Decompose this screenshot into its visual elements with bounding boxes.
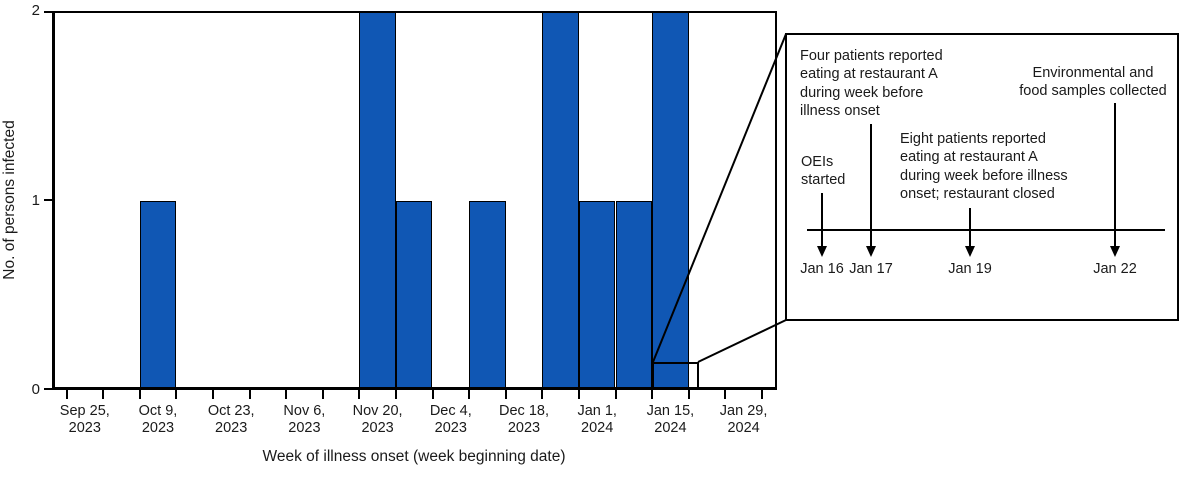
event-arrowhead-jan17 [866,246,876,257]
event-arrowhead-jan19 [965,246,975,257]
x-tick [760,390,763,399]
y-tick-label: 0 [31,381,40,398]
x-tick [431,390,434,399]
x-tick [541,390,544,399]
bar-week-dec-11-2023 [469,200,506,390]
x-tick [651,390,654,399]
x-tick-label: Sep 25, 2023 [59,403,110,436]
x-axis-title: Week of illness onset (week beginning da… [262,448,566,465]
x-tick [285,390,288,399]
timeline-inset: OEIs started Jan 16 Four patients reported… [785,33,1179,321]
x-tick-label: Oct 23, 2023 [207,403,255,436]
event-arrowhead-jan22 [1110,246,1120,257]
x-tick [138,390,141,399]
x-tick [614,390,617,399]
bar-week-jan-15-2024 [652,11,689,390]
x-tick [175,390,178,399]
x-tick-label: Nov 20, 2023 [352,403,403,436]
event-annotation-jan16: OEIs started [801,154,846,189]
bar-week-oct-9-2023 [139,200,177,390]
bar-week-dec-25-2023 [542,11,579,390]
bar-week-nov-20-2023 [359,11,396,390]
event-date-jan16: Jan 16 [800,261,844,277]
callout-line-bottom [697,319,787,363]
bar-week-jan-1-2024 [578,200,616,390]
event-annotation-jan22: Environmental and food samples collected [1019,65,1167,100]
bar-week-nov-27-2023 [395,200,433,390]
event-arrow-jan17 [870,124,872,248]
x-tick-label: Nov 6, 2023 [283,403,326,436]
x-tick-label: Jan 29, 2024 [719,403,768,436]
event-arrow-jan16 [821,193,823,248]
x-tick-label: Oct 9, 2023 [138,403,178,436]
y-tick-label: 1 [31,191,40,209]
y-tick [44,11,52,13]
x-tick [358,390,361,399]
event-date-jan19: Jan 19 [948,261,992,277]
x-tick [504,390,507,399]
x-tick [687,390,690,399]
y-tick [44,388,52,390]
x-tick-label: Dec 18, 2023 [499,403,549,436]
x-tick [394,390,397,399]
x-tick [724,390,727,399]
timeline-axis [807,229,1165,231]
event-annotation-jan19: Eight patients reported eating at restau… [900,131,1068,202]
x-tick-label: Dec 4, 2023 [429,403,472,436]
x-tick [321,390,324,399]
x-tick-label: Jan 15, 2024 [646,403,695,436]
y-tick-label: 2 [31,2,40,19]
x-tick [211,390,214,399]
y-tick [44,198,52,201]
x-tick-label: Jan 1, 2024 [577,403,617,436]
event-annotation-jan17: Four patients reported eating at restaur… [800,48,943,119]
event-arrow-jan22 [1114,103,1116,248]
x-tick [577,390,580,399]
x-tick [65,390,68,399]
event-date-jan22: Jan 22 [1093,261,1137,277]
x-tick [248,390,251,399]
event-date-jan17: Jan 17 [849,261,893,277]
bar-week-jan-8-2024 [615,200,653,390]
event-arrow-jan19 [969,208,971,248]
x-tick [102,390,105,399]
event-arrowhead-jan16 [817,246,827,257]
x-tick [468,390,471,399]
